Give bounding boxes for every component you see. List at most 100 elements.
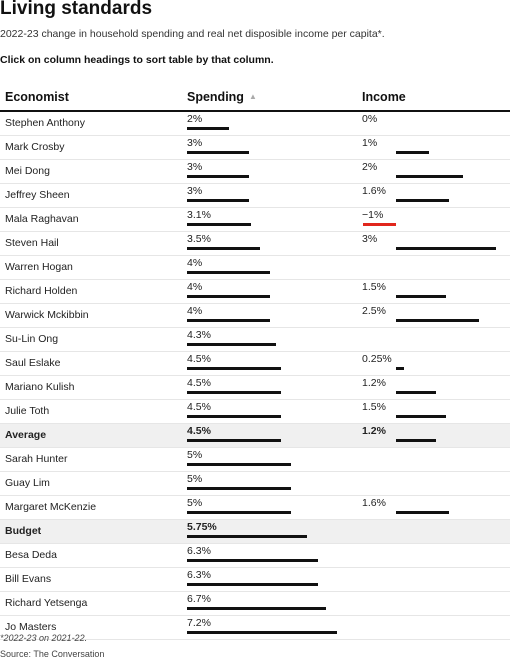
- income-bar: [396, 151, 430, 154]
- spending-value: 4%: [187, 305, 203, 317]
- income-bar: [396, 511, 450, 514]
- income-value: 1.5%: [362, 401, 386, 413]
- economist-name: Su-Lin Ong: [5, 333, 59, 345]
- sort-ascending-icon: ▲: [248, 92, 257, 101]
- economist-name: Mei Dong: [5, 165, 50, 177]
- economist-column-header[interactable]: Economist: [5, 90, 69, 104]
- table-row: Saul Eslake 4.5% 0.25%: [0, 352, 510, 376]
- spending-bar: [187, 391, 281, 394]
- table-row: Warren Hogan 4%: [0, 256, 510, 280]
- spending-bar: [187, 223, 252, 226]
- spending-bar: [187, 463, 291, 466]
- table-row: Su-Lin Ong 4.3%: [0, 328, 510, 352]
- spending-bar: [187, 319, 271, 322]
- table-row: Mei Dong 3% 2%: [0, 160, 510, 184]
- spending-bar: [187, 535, 307, 538]
- economist-name: Richard Yetsenga: [5, 597, 88, 609]
- table-row: Richard Holden 4% 1.5%: [0, 280, 510, 304]
- income-bar: [396, 367, 405, 370]
- economist-name: Besa Deda: [5, 549, 57, 561]
- footnote: *2022-23 on 2021-22.: [0, 633, 88, 643]
- table-row: Jo Masters 7.2%: [0, 616, 510, 640]
- economist-name: Average: [5, 429, 47, 441]
- spending-bar: [187, 415, 281, 418]
- table-row: Warwick Mckibbin 4% 2.5%: [0, 304, 510, 328]
- table-row: Margaret McKenzie 5% 1.6%: [0, 496, 510, 520]
- table-header: Economist Spending ▲ Income: [0, 84, 510, 112]
- spending-bar: [187, 271, 271, 274]
- spending-bar: [187, 247, 260, 250]
- economist-name: Jo Masters: [5, 621, 57, 633]
- spending-bar: [187, 511, 291, 514]
- table-row: Sarah Hunter 5%: [0, 448, 510, 472]
- spending-value: 4%: [187, 281, 203, 293]
- income-bar: [396, 439, 436, 442]
- economist-header-label: Economist: [5, 90, 69, 104]
- table-body: Stephen Anthony 2% 0% Mark Crosby 3% 1% Mei Do…: [0, 112, 510, 640]
- table-row: Mariano Kulish 4.5% 1.2%: [0, 376, 510, 400]
- spending-value: 4%: [187, 257, 203, 269]
- economist-name: Stephen Anthony: [5, 117, 85, 129]
- economist-name: Mark Crosby: [5, 141, 65, 153]
- spending-bar: [187, 151, 250, 154]
- economist-name: Julie Toth: [5, 405, 50, 417]
- chart-subtitle: 2022-23 change in household spending and…: [0, 28, 385, 40]
- income-value: 0.25%: [362, 353, 392, 365]
- economist-name: Bill Evans: [5, 573, 52, 585]
- sort-instruction: Click on column headings to sort table b…: [0, 54, 274, 66]
- income-bar: [396, 295, 446, 298]
- income-value: 1%: [362, 137, 378, 149]
- economist-name: Jeffrey Sheen: [5, 189, 70, 201]
- spending-bar: [187, 487, 291, 490]
- income-bar: [396, 391, 436, 394]
- economist-name: Guay Lim: [5, 477, 50, 489]
- table-row: Bill Evans 6.3%: [0, 568, 510, 592]
- income-value: 3%: [362, 233, 378, 245]
- income-value: 1.2%: [362, 377, 386, 389]
- table-row: Besa Deda 6.3%: [0, 544, 510, 568]
- economist-name: Margaret McKenzie: [5, 501, 97, 513]
- income-value: −1%: [362, 209, 384, 221]
- table-row: Guay Lim 5%: [0, 472, 510, 496]
- data-table: Economist Spending ▲ Income Stephen Antho…: [0, 84, 510, 640]
- spending-bar: [187, 583, 319, 586]
- income-bar: [396, 175, 463, 178]
- spending-value: 3%: [187, 137, 203, 149]
- spending-value: 4.5%: [187, 425, 211, 437]
- spending-bar: [187, 559, 319, 562]
- economist-name: Warwick Mckibbin: [5, 309, 89, 321]
- spending-value: 3%: [187, 185, 203, 197]
- economist-name: Steven Hail: [5, 237, 59, 249]
- income-value: 2.5%: [362, 305, 386, 317]
- economist-name: Saul Eslake: [5, 357, 61, 369]
- table-row: Stephen Anthony 2% 0%: [0, 112, 510, 136]
- spending-bar: [187, 199, 250, 202]
- spending-value: 4.3%: [187, 329, 211, 341]
- chart-title: Living standards: [0, 0, 153, 19]
- spending-bar: [187, 295, 271, 298]
- income-value: 1.5%: [362, 281, 386, 293]
- spending-column-header[interactable]: Spending ▲: [187, 90, 257, 104]
- table-row: Budget 5.75%: [0, 520, 510, 544]
- income-column-header[interactable]: Income: [362, 90, 406, 104]
- spending-value: 5%: [187, 449, 203, 461]
- economist-name: Mala Raghavan: [5, 213, 79, 225]
- spending-value: 3.1%: [187, 209, 211, 221]
- spending-value: 3.5%: [187, 233, 211, 245]
- spending-value: 4.5%: [187, 353, 211, 365]
- table-row: Average 4.5% 1.2%: [0, 424, 510, 448]
- income-value: 2%: [362, 161, 378, 173]
- spending-bar: [187, 127, 229, 130]
- spending-value: 4.5%: [187, 401, 211, 413]
- economist-name: Richard Holden: [5, 285, 78, 297]
- income-bar-negative: [362, 223, 396, 226]
- income-header-label: Income: [362, 90, 406, 104]
- table-row: Julie Toth 4.5% 1.5%: [0, 400, 510, 424]
- spending-bar: [187, 367, 281, 370]
- economist-name: Warren Hogan: [5, 261, 73, 273]
- spending-value: 2%: [187, 113, 203, 125]
- spending-value: 6.3%: [187, 545, 211, 557]
- income-value: 1.2%: [362, 425, 386, 437]
- spending-value: 5%: [187, 473, 203, 485]
- income-value: 1.6%: [362, 497, 386, 509]
